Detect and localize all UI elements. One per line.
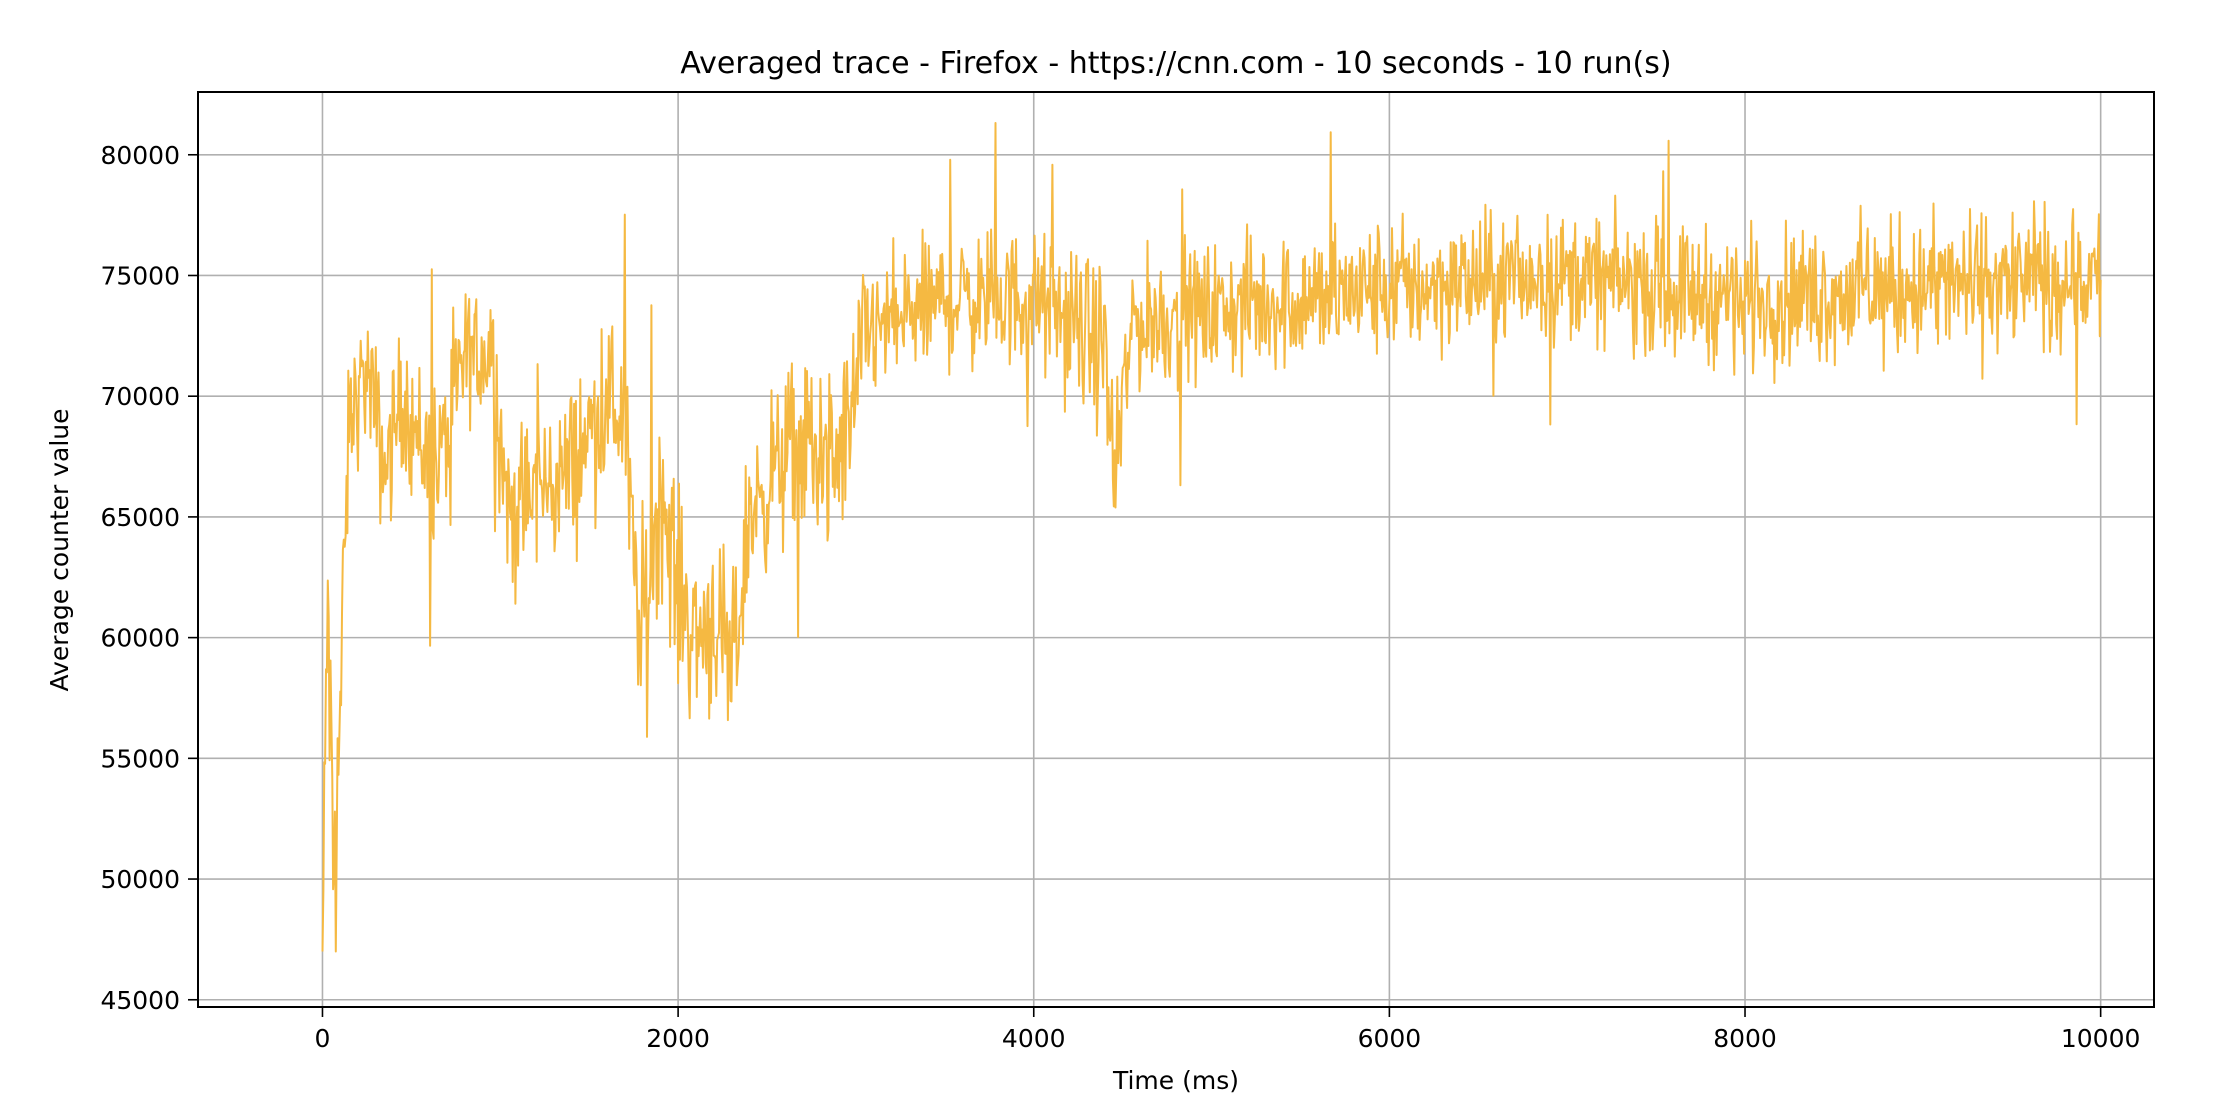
x-axis: 0 2000 4000 6000 8000 10000 xyxy=(315,1007,2141,1053)
y-axis: 45000 50000 55000 60000 65000 70000 75000 80000 xyxy=(100,141,198,1015)
series-layer xyxy=(321,122,2102,953)
y-axis-label: Average counter value xyxy=(45,408,74,691)
y-tick-label: 65000 xyxy=(100,503,180,532)
plot-frame xyxy=(197,91,2155,1008)
x-tick-label: 8000 xyxy=(1713,1024,1777,1053)
y-tick-label: 75000 xyxy=(100,261,180,290)
y-tick-label: 60000 xyxy=(100,624,180,653)
y-tick-label: 80000 xyxy=(100,141,180,170)
y-tick-label: 50000 xyxy=(100,865,180,894)
x-tick-label: 10000 xyxy=(2061,1024,2141,1053)
x-axis-label: Time (ms) xyxy=(1112,1066,1239,1095)
x-tick-label: 6000 xyxy=(1358,1024,1422,1053)
y-tick-label: 70000 xyxy=(100,382,180,411)
series-line xyxy=(321,122,2102,953)
x-tick-label: 4000 xyxy=(1002,1024,1066,1053)
x-tick-label: 0 xyxy=(315,1024,331,1053)
y-tick-label: 45000 xyxy=(100,986,180,1015)
x-tick-label: 2000 xyxy=(646,1024,710,1053)
y-tick-label: 55000 xyxy=(100,744,180,773)
chart-title: Averaged trace - Firefox - https://cnn.c… xyxy=(680,46,1671,81)
